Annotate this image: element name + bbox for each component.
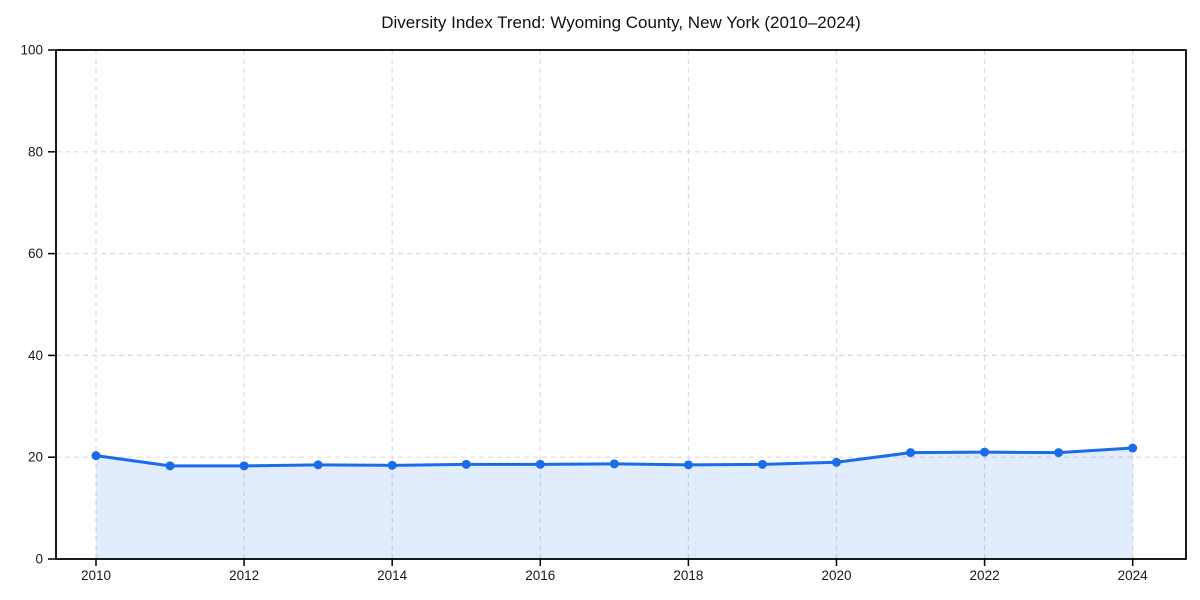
y-tick-label: 40 bbox=[28, 348, 43, 363]
data-point bbox=[239, 461, 249, 471]
y-tick-label: 60 bbox=[28, 246, 43, 261]
x-tick-label: 2018 bbox=[673, 568, 703, 583]
data-point bbox=[1128, 443, 1138, 453]
data-point bbox=[980, 447, 990, 457]
x-tick-label: 2012 bbox=[229, 568, 259, 583]
x-tick-label: 2020 bbox=[821, 568, 851, 583]
data-point bbox=[683, 460, 693, 470]
data-point bbox=[906, 448, 916, 458]
y-tick-label: 80 bbox=[28, 144, 43, 159]
chart-title: Diversity Index Trend: Wyoming County, N… bbox=[381, 13, 861, 32]
x-tick-label: 2014 bbox=[377, 568, 408, 583]
y-tick-label: 100 bbox=[20, 43, 43, 58]
data-point bbox=[831, 457, 841, 467]
x-tick-label: 2022 bbox=[970, 568, 1000, 583]
area-fill bbox=[95, 448, 1133, 559]
data-point bbox=[757, 459, 767, 469]
y-tick-label: 0 bbox=[35, 552, 43, 567]
x-tick-label: 2010 bbox=[81, 568, 111, 583]
plot-border bbox=[55, 49, 1187, 560]
data-point bbox=[461, 459, 471, 469]
x-tick-label: 2024 bbox=[1118, 568, 1149, 583]
data-point bbox=[165, 461, 175, 471]
x-tick-label: 2016 bbox=[525, 568, 555, 583]
data-point bbox=[387, 460, 397, 470]
y-tick-label: 20 bbox=[28, 450, 43, 465]
data-point bbox=[91, 451, 101, 461]
data-point bbox=[535, 459, 545, 469]
data-point bbox=[609, 459, 619, 469]
data-point bbox=[313, 460, 323, 470]
data-point bbox=[1054, 448, 1064, 458]
